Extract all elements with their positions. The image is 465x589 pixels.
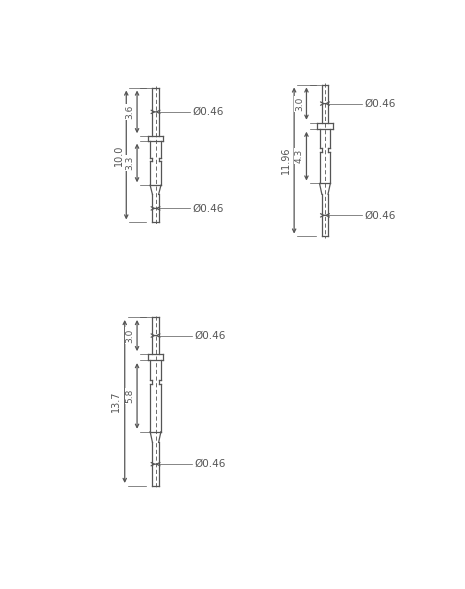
Text: 4.3: 4.3 — [295, 149, 304, 163]
Text: 3.6: 3.6 — [126, 105, 135, 119]
Text: 13.7: 13.7 — [111, 391, 121, 412]
Text: Ø0.46: Ø0.46 — [193, 107, 224, 117]
Text: 3.0: 3.0 — [295, 97, 304, 111]
Text: Ø0.46: Ø0.46 — [195, 459, 226, 469]
Text: 10.0: 10.0 — [113, 144, 124, 166]
Text: 11.96: 11.96 — [281, 147, 291, 174]
Text: 3.3: 3.3 — [126, 156, 135, 170]
Text: 5.8: 5.8 — [126, 389, 135, 403]
Text: Ø0.46: Ø0.46 — [193, 203, 224, 213]
Text: Ø0.46: Ø0.46 — [364, 210, 396, 220]
Text: Ø0.46: Ø0.46 — [364, 98, 396, 108]
Text: 3.0: 3.0 — [126, 329, 135, 343]
Text: Ø0.46: Ø0.46 — [195, 330, 226, 340]
